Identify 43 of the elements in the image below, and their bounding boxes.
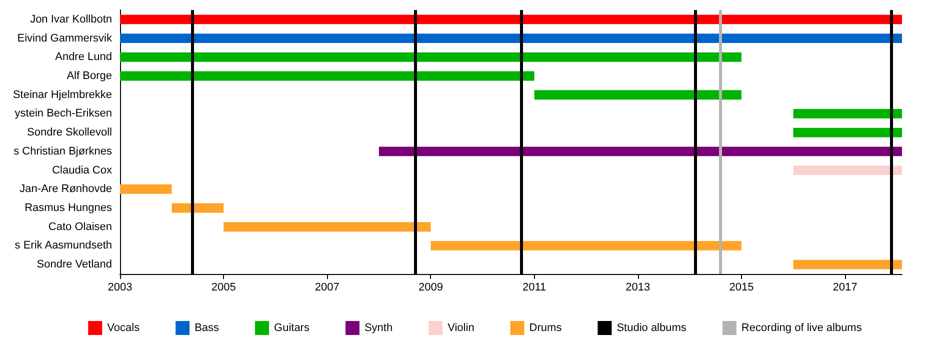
y-tick-label: s Christian Bjørknes bbox=[14, 145, 112, 158]
bar bbox=[120, 14, 902, 24]
x-tick-label: 2005 bbox=[211, 282, 236, 294]
bar bbox=[120, 184, 172, 194]
y-tick-label: Steinar Hjelmbrekke bbox=[12, 88, 112, 101]
y-tick-label: Jon Ivar Kollbotn bbox=[30, 13, 112, 26]
bar bbox=[430, 241, 742, 250]
y-tick-label: Eivind Gammersvik bbox=[17, 32, 112, 44]
bar bbox=[378, 146, 902, 156]
y-tick-label: Rasmus Hungnes bbox=[24, 202, 112, 214]
y-tick-label: Andre Lund bbox=[55, 51, 112, 64]
bar bbox=[120, 52, 742, 62]
y-tick-label: Sondre Skollevoll bbox=[27, 126, 112, 139]
y-tick-label: Jan-Are Rønhovde bbox=[20, 183, 112, 196]
bar bbox=[793, 166, 902, 175]
x-tick-label: 2011 bbox=[522, 282, 546, 294]
legend-label: Guitars bbox=[274, 322, 310, 334]
y-tick-label: Claudia Cox bbox=[52, 164, 112, 176]
bar bbox=[224, 222, 431, 232]
x-tick-label: 2009 bbox=[418, 282, 443, 294]
bar bbox=[793, 109, 902, 118]
y-tick-label: Alf Borge bbox=[66, 70, 112, 82]
x-tick-label: 2013 bbox=[626, 282, 650, 294]
y-tick-label: ystein Bech-Eriksen bbox=[14, 108, 112, 120]
bar bbox=[120, 34, 902, 43]
legend-label: Recording of live albums bbox=[741, 322, 862, 334]
bar bbox=[793, 128, 902, 138]
y-tick-label: s Erik Aasmundseth bbox=[14, 240, 112, 252]
legend-label: Vocals bbox=[107, 322, 140, 334]
y-tick-label: Sondre Vetland bbox=[36, 258, 112, 271]
legend-label: Studio albums bbox=[616, 322, 687, 334]
legend-label: Synth bbox=[364, 322, 393, 334]
x-tick-label: 2017 bbox=[832, 282, 858, 294]
bar bbox=[534, 90, 742, 100]
bar bbox=[793, 260, 902, 270]
legend-label: Drums bbox=[529, 322, 562, 334]
x-tick-label: 2003 bbox=[108, 282, 132, 294]
x-tick-label: 2007 bbox=[314, 282, 340, 294]
legend-label: Violin bbox=[448, 322, 474, 334]
bar bbox=[120, 71, 534, 81]
x-tick-label: 2015 bbox=[729, 282, 754, 294]
y-tick-label: Cato Olaisen bbox=[48, 220, 112, 233]
legend-label: Bass bbox=[194, 322, 220, 334]
